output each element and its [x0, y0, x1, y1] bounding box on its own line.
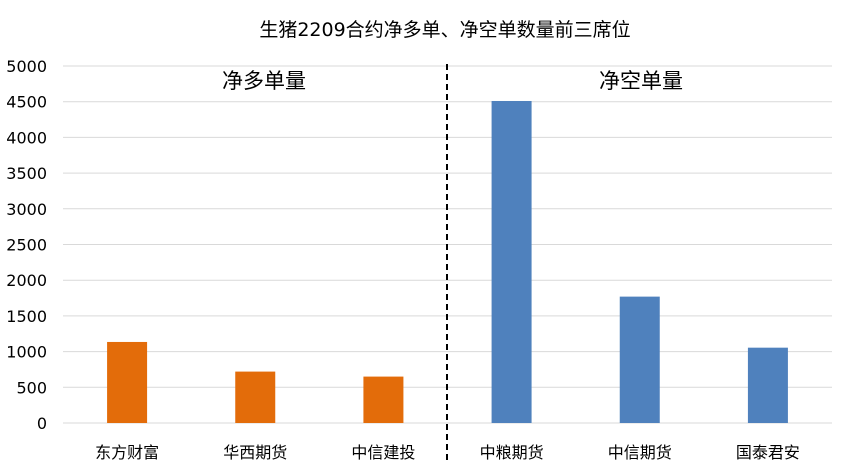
x-category-label: 中粮期货 — [480, 443, 544, 462]
bar-6 — [747, 347, 788, 423]
bar-4 — [491, 100, 532, 424]
y-tick-label: 500 — [16, 378, 47, 397]
x-category-label: 中信期货 — [608, 443, 672, 462]
bars — [107, 100, 788, 424]
group-label-net-short: 净空单量 — [599, 69, 683, 93]
y-tick-label: 5000 — [6, 57, 47, 76]
y-tick-label: 0 — [37, 414, 47, 433]
x-category-label: 华西期货 — [223, 443, 287, 462]
y-tick-label: 2000 — [6, 271, 47, 290]
group-label-net-long: 净多单量 — [222, 69, 306, 93]
bar-3 — [363, 376, 404, 423]
x-axis-categories: 东方财富 华西期货 中信建投 中粮期货 中信期货 国泰君安 — [95, 443, 800, 462]
x-category-label: 中信建投 — [351, 443, 415, 462]
y-tick-label: 4000 — [6, 128, 47, 147]
bar-1 — [107, 341, 148, 423]
y-tick-label: 1000 — [6, 343, 47, 362]
y-tick-label: 3500 — [6, 164, 47, 183]
x-category-label: 东方财富 — [95, 443, 159, 462]
chart-title: 生猪2209合约净多单、净空单数量前三席位 — [259, 19, 630, 41]
x-category-label: 国泰君安 — [736, 443, 800, 462]
y-tick-label: 3000 — [6, 200, 47, 219]
y-tick-label: 1500 — [6, 307, 47, 326]
bar-2 — [235, 371, 276, 423]
y-axis-ticks: 0 500 1000 1500 2000 2500 3000 3500 4000 4500 5000 — [6, 57, 47, 433]
y-tick-label: 4500 — [6, 93, 47, 112]
bar-5 — [619, 296, 660, 423]
y-tick-label: 2500 — [6, 236, 47, 255]
